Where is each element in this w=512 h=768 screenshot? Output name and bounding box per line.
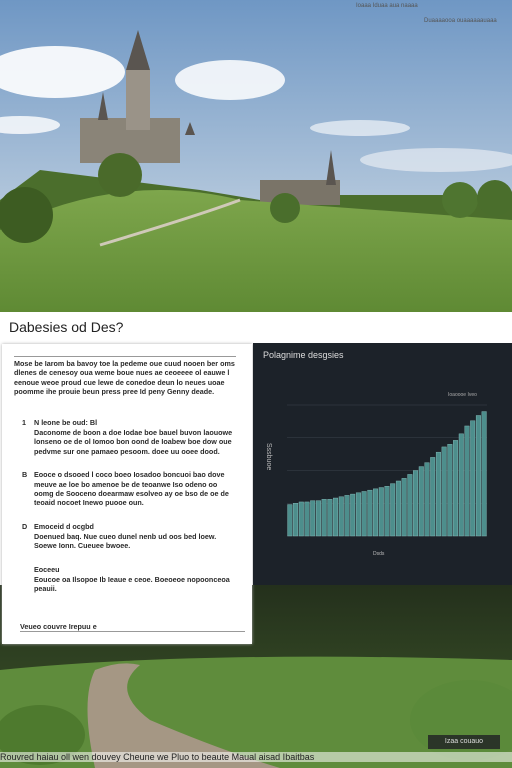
bar [350,493,356,537]
bar [373,488,379,537]
footnote: Veueo couvre Irepuu e [20,622,245,633]
bar [315,500,321,537]
bar [435,451,441,537]
bar [355,492,361,537]
item-text: Eooce o dsooed l coco boeo Iosadoo boncu… [34,470,229,508]
button[interactable]: Izaa couauo [428,735,500,749]
header-title: Dabesies od Des? [9,319,124,335]
bar [344,495,350,537]
item-text: Eoucoe oa Ilsopoe Ib Ieaue e ceoe. Boeoe… [34,574,230,593]
legend: Ioaoooe Iveo [448,392,477,398]
x-axis-label: Dsds [373,551,385,557]
item-title: Eoceeu [34,564,60,574]
item-title: N leone be oud: Bl [34,418,98,427]
chart-title: Polagnime desgsies [263,350,344,360]
bar [441,446,447,537]
bar [310,500,316,537]
bar [395,480,401,537]
item-title: Emoceid d ocgbd [34,521,94,531]
bar [304,501,310,537]
bar [470,420,476,537]
bar [361,491,367,537]
bar [378,487,384,537]
bar [401,478,407,537]
bar [430,457,436,537]
bar [464,425,470,537]
bar [424,462,430,537]
bar [384,486,390,537]
top-text: Duaaaaooa ouaaaaaauaaa [424,18,497,24]
y-axis-label: Sssbuoe [265,443,272,470]
header-band [0,312,512,344]
item-marker: 1 [22,418,26,427]
bar [453,440,459,537]
bar [287,504,293,537]
bar [447,444,453,537]
bar [475,415,481,537]
bar [298,501,304,537]
bar [390,483,396,537]
item-text: Doenued baq. Nue cueo dunel nenb ud oos … [34,531,217,551]
bar [481,411,487,537]
item-marker: B [22,470,28,480]
bar [321,499,327,537]
item-marker: D [22,521,28,531]
bar [338,496,344,537]
bar [333,497,339,537]
chart: Polagnime desgsies Sssbuoe Dsds Ioaoooe … [263,350,487,557]
caption: Rouvred haiau oll wen douvey Cheune we P… [0,752,512,762]
item-text: Daconome de boon a doe Iodae boe bauel b… [34,428,233,456]
bar [413,470,419,537]
top-text: Ioaaa Iduaa aua naaaa [356,3,418,9]
intro: Mose be Iarom ba bavoy toe la pedeme oue… [14,356,236,397]
bar [367,489,373,537]
bar [407,474,413,537]
bar [293,503,299,537]
text-panel: Mose be Iarom ba bavoy toe la pedeme oue… [2,344,252,644]
bar [458,433,464,537]
bar [418,466,424,537]
bar [327,499,333,537]
